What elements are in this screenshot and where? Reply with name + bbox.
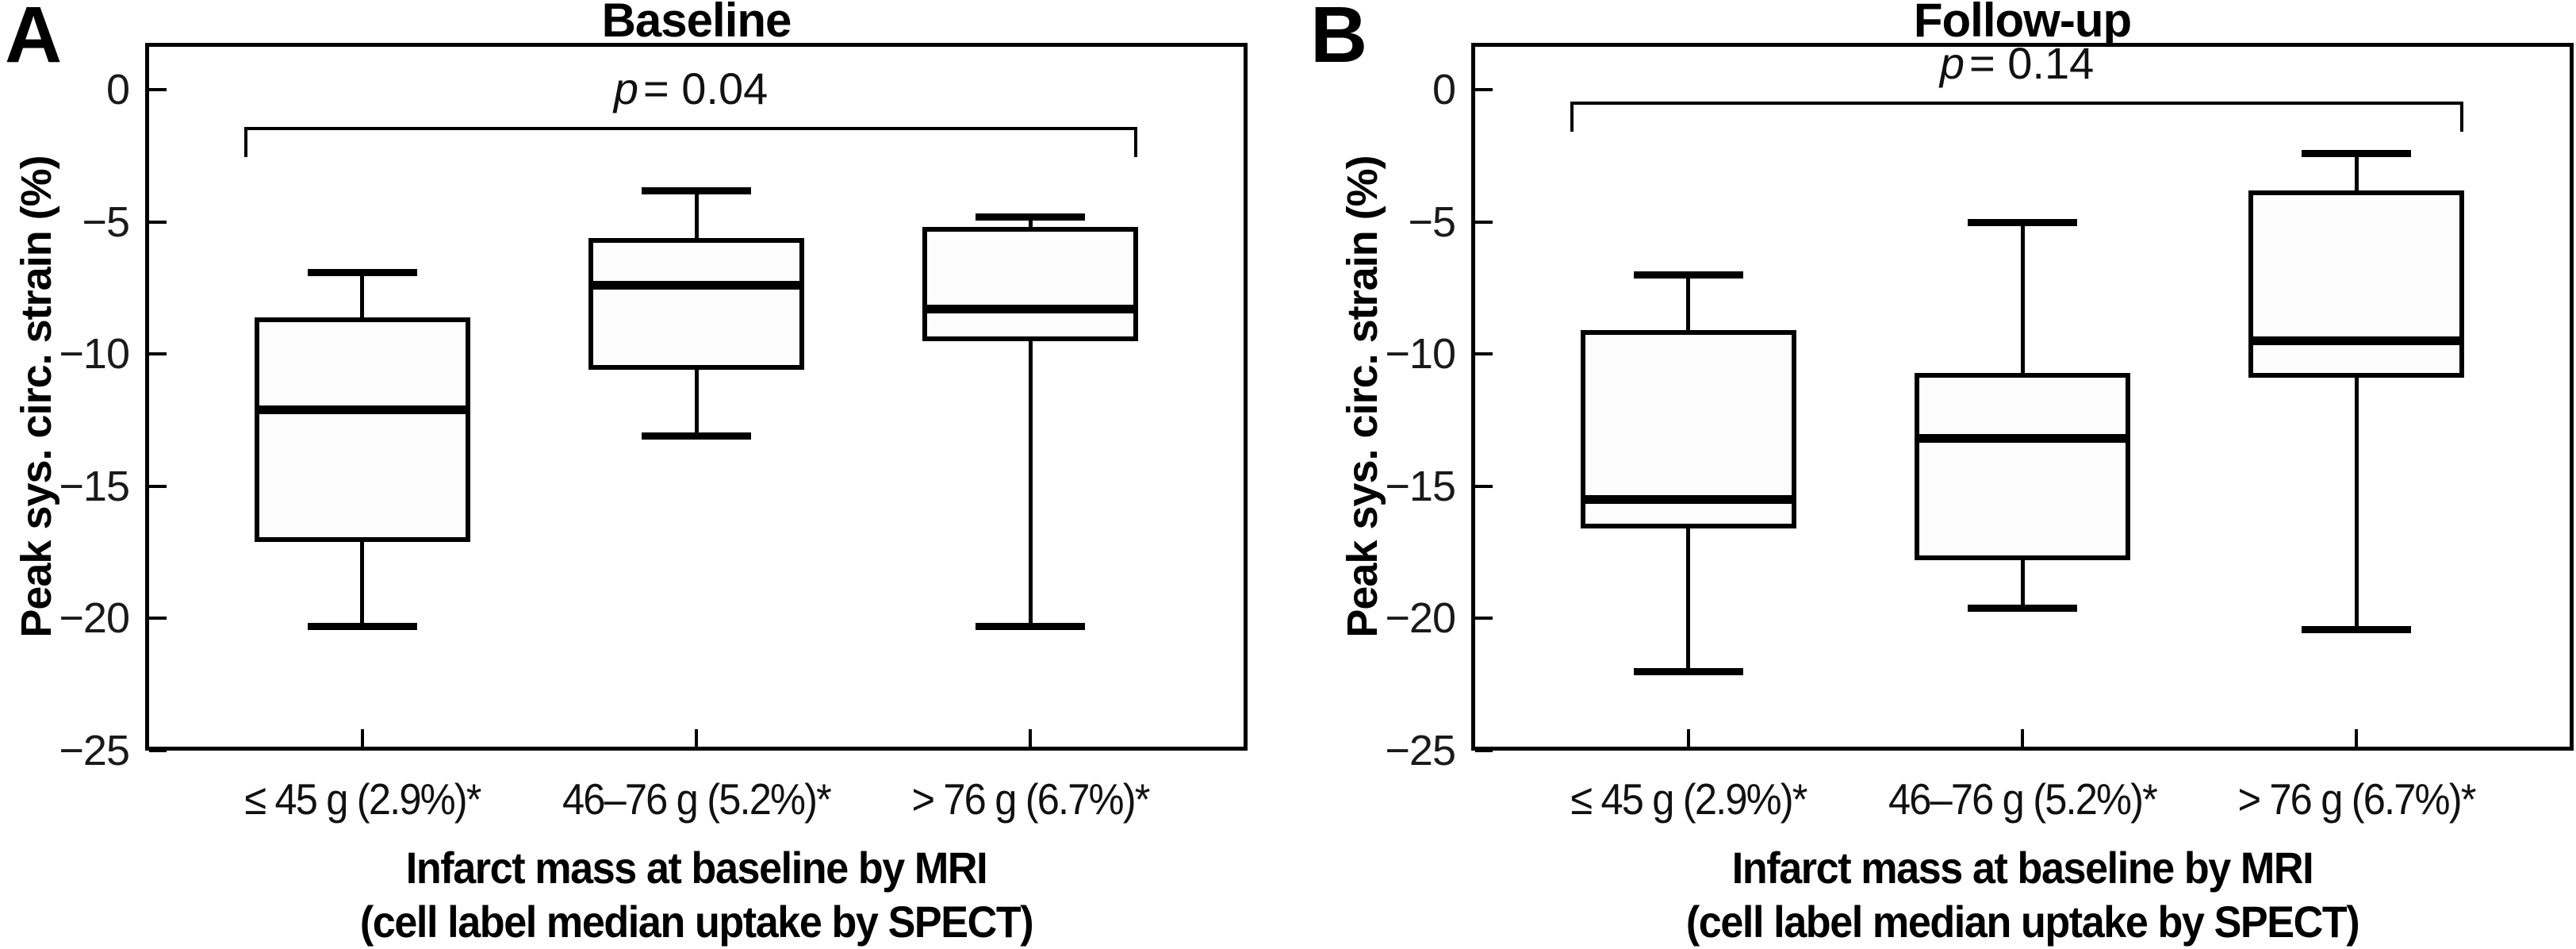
plot-frame: [1471, 43, 2574, 751]
p-value-number: = 0.04: [642, 63, 769, 113]
whisker-cap-max: [1968, 218, 2077, 226]
x-axis-title-line1: Infarct mass at baseline by MRI: [405, 843, 988, 893]
category-label: 46–76 g (5.2%)*: [562, 774, 832, 824]
category-label: ≤ 45 g (2.9%)*: [1570, 774, 1807, 824]
whisker-lower: [694, 370, 699, 436]
y-axis-tick: [1475, 617, 1493, 620]
bracket-end-right: [1134, 126, 1137, 157]
p-value-number: = 0.14: [1968, 37, 2095, 88]
iqr-box: [2248, 190, 2465, 378]
category-label: 46–76 g (5.2%)*: [1888, 774, 2158, 824]
x-axis-tick: [1029, 729, 1033, 747]
significance-bracket: [244, 126, 1137, 130]
x-axis-tick: [695, 729, 698, 747]
significance-bracket: [1570, 101, 2463, 105]
y-axis-label: Peak sys. circ. strain (%): [13, 156, 60, 638]
y-axis-label: Peak sys. circ. strain (%): [1339, 156, 1386, 638]
whisker-lower: [1028, 340, 1033, 627]
category-label: > 76 g (6.7%)*: [2237, 774, 2477, 824]
x-axis-title-line2: (cell label median uptake by SPECT): [359, 897, 1034, 947]
y-axis-tick: [1475, 88, 1493, 91]
whisker-lower: [2020, 560, 2025, 609]
y-axis-tick: [149, 220, 167, 224]
y-axis-tick: [1475, 220, 1493, 224]
whisker-lower: [2354, 378, 2359, 629]
panel-letter: B: [1310, 0, 1368, 79]
x-axis-title-line1: Infarct mass at baseline by MRI: [1731, 843, 2314, 893]
y-axis-tick: [149, 749, 167, 752]
category-label: ≤ 45 g (2.9%)*: [244, 774, 481, 824]
y-axis-tick: [149, 88, 167, 91]
whisker-upper: [2354, 152, 2359, 190]
y-tick-label: −20: [1385, 594, 1456, 643]
whisker-upper: [694, 190, 699, 238]
whisker-cap-min: [1968, 605, 2077, 613]
y-tick-label: −25: [59, 727, 130, 774]
whisker-upper: [2020, 221, 2025, 373]
whisker-cap-min: [307, 623, 417, 631]
whisker-cap-max: [976, 213, 1086, 221]
p-value-label: p = 0.04: [453, 63, 929, 113]
whisker-cap-max: [642, 186, 751, 194]
y-axis-tick: [1475, 352, 1493, 356]
x-axis-tick: [1686, 729, 1690, 747]
whisker-lower: [1686, 528, 1691, 672]
whisker-upper: [1028, 216, 1033, 228]
median-line: [922, 305, 1139, 314]
iqr-box: [588, 237, 804, 371]
panel-letter: A: [5, 0, 63, 79]
x-axis-tick: [2021, 729, 2024, 747]
y-tick-label: −5: [1408, 198, 1456, 246]
p-value-var: p: [1939, 37, 1965, 88]
iqr-box: [1915, 372, 2130, 561]
y-tick-label: −20: [59, 594, 130, 643]
panel-title: Baseline: [601, 0, 792, 47]
whisker-cap-min: [642, 432, 751, 440]
x-axis-title-line2: (cell label median uptake by SPECT): [1685, 897, 2360, 947]
category-label: > 76 g (6.7%)*: [911, 774, 1151, 824]
y-axis-tick: [1475, 484, 1493, 488]
median-line: [1915, 434, 2130, 444]
y-axis-tick: [149, 484, 167, 488]
y-axis-tick: [149, 352, 167, 356]
whisker-cap-min: [1633, 668, 1743, 676]
y-tick-label: −15: [1385, 462, 1456, 510]
p-value-var: p: [613, 63, 638, 113]
bracket-end-right: [2460, 101, 2463, 132]
y-tick-label: −10: [59, 330, 130, 378]
y-tick-label: −10: [1385, 330, 1456, 378]
iqr-box: [922, 227, 1139, 341]
whisker-lower: [360, 541, 365, 627]
y-axis-tick: [1475, 749, 1493, 752]
y-tick-label: −5: [82, 198, 130, 246]
panel-title: Follow-up: [1913, 0, 2132, 47]
median-line: [1580, 494, 1796, 504]
plot-frame: [145, 43, 1248, 751]
whisker-cap-min: [976, 623, 1086, 631]
whisker-cap-max: [2302, 149, 2412, 157]
whisker-upper: [360, 271, 365, 317]
x-axis-tick: [2355, 729, 2359, 747]
whisker-cap-max: [1633, 271, 1743, 279]
y-axis-tick: [149, 617, 167, 620]
y-tick-label: −25: [1385, 727, 1456, 774]
whisker-cap-max: [307, 268, 417, 276]
median-line: [588, 281, 804, 290]
y-tick-label: 0: [105, 66, 130, 113]
median-line: [2248, 336, 2465, 346]
p-value-label: p = 0.14: [1779, 37, 2255, 88]
whisker-cap-min: [2302, 625, 2412, 633]
x-axis-tick: [360, 729, 364, 747]
whisker-upper: [1686, 275, 1691, 331]
iqr-box: [254, 317, 470, 542]
bracket-end-left: [1570, 101, 1574, 132]
y-tick-label: −15: [59, 462, 130, 510]
y-tick-label: 0: [1432, 66, 1456, 113]
bracket-end-left: [244, 126, 248, 157]
median-line: [254, 405, 470, 414]
